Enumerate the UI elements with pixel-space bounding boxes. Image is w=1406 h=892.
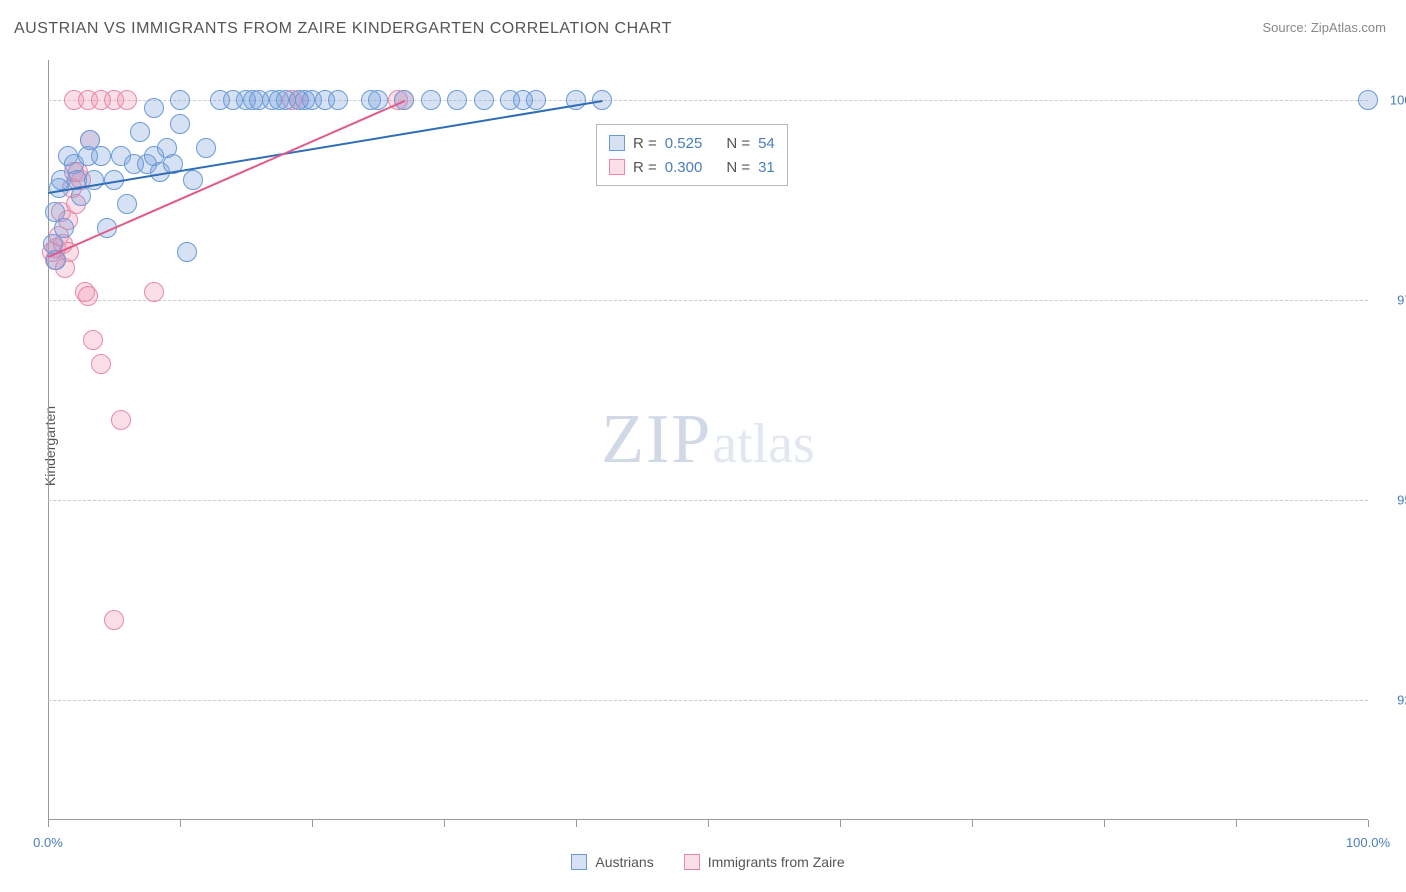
x-tick [312, 820, 313, 827]
marker-zaire [144, 282, 164, 302]
x-tick [1236, 820, 1237, 827]
watermark-zip: ZIP [601, 401, 712, 478]
n-label: N = [726, 159, 750, 176]
stats-legend: R = 0.525 N = 54 R = 0.300 N = 31 [596, 124, 788, 186]
marker-austrians [328, 90, 348, 110]
marker-austrians [117, 194, 137, 214]
source-attribution: Source: ZipAtlas.com [1262, 20, 1386, 35]
marker-zaire [91, 354, 111, 374]
swatch-zaire-icon [609, 159, 625, 175]
watermark-atlas: atlas [712, 413, 815, 475]
marker-austrians [177, 242, 197, 262]
r-label: R = [633, 135, 657, 152]
n-value: 54 [758, 135, 775, 152]
x-tick [180, 820, 181, 827]
marker-zaire [104, 610, 124, 630]
y-axis-line [48, 60, 49, 820]
marker-austrians [170, 90, 190, 110]
swatch-austrians-icon [571, 854, 587, 870]
x-tick [972, 820, 973, 827]
x-tick [708, 820, 709, 827]
marker-austrians [368, 90, 388, 110]
gridline [48, 300, 1368, 301]
chart-container: AUSTRIAN VS IMMIGRANTS FROM ZAIRE KINDER… [0, 0, 1406, 892]
marker-zaire [83, 330, 103, 350]
n-value: 31 [758, 159, 775, 176]
x-tick [576, 820, 577, 827]
marker-austrians [474, 90, 494, 110]
swatch-zaire-icon [684, 854, 700, 870]
x-tick [1368, 820, 1369, 827]
gridline [48, 500, 1368, 501]
x-tick-label: 100.0% [1346, 835, 1390, 850]
marker-zaire [78, 286, 98, 306]
marker-austrians [526, 90, 546, 110]
x-tick [840, 820, 841, 827]
scatter-plot: ZIPatlas R = 0.525 N = 54 R = 0.300 N = … [48, 60, 1368, 820]
marker-austrians [183, 170, 203, 190]
x-tick [444, 820, 445, 827]
marker-austrians [1358, 90, 1378, 110]
y-tick-label: 97.5% [1397, 293, 1406, 308]
watermark: ZIPatlas [601, 400, 815, 480]
marker-austrians [447, 90, 467, 110]
legend-item-zaire: Immigrants from Zaire [684, 850, 845, 874]
trendline-austrians [48, 100, 603, 194]
source-name: ZipAtlas.com [1311, 20, 1386, 35]
r-value: 0.300 [665, 159, 703, 176]
swatch-austrians-icon [609, 135, 625, 151]
marker-austrians [91, 146, 111, 166]
series-legend: Austrians Immigrants from Zaire [48, 850, 1368, 874]
marker-zaire [91, 90, 111, 110]
stats-row-austrians: R = 0.525 N = 54 [609, 131, 775, 155]
stats-row-zaire: R = 0.300 N = 31 [609, 155, 775, 179]
r-label: R = [633, 159, 657, 176]
legend-label: Austrians [595, 854, 653, 870]
n-label: N = [726, 135, 750, 152]
r-value: 0.525 [665, 135, 703, 152]
marker-zaire [111, 410, 131, 430]
x-tick [48, 820, 49, 827]
x-tick [1104, 820, 1105, 827]
y-tick-label: 92.5% [1397, 693, 1406, 708]
source-label: Source: [1262, 20, 1310, 35]
legend-item-austrians: Austrians [571, 850, 653, 874]
marker-austrians [144, 98, 164, 118]
marker-austrians [196, 138, 216, 158]
legend-label: Immigrants from Zaire [708, 854, 845, 870]
x-tick-label: 0.0% [33, 835, 63, 850]
y-tick-label: 95.0% [1397, 493, 1406, 508]
marker-austrians [170, 114, 190, 134]
marker-austrians [421, 90, 441, 110]
marker-zaire [117, 90, 137, 110]
chart-title: AUSTRIAN VS IMMIGRANTS FROM ZAIRE KINDER… [14, 20, 672, 38]
gridline [48, 700, 1368, 701]
marker-austrians [130, 122, 150, 142]
y-tick-label: 100.0% [1390, 93, 1406, 108]
